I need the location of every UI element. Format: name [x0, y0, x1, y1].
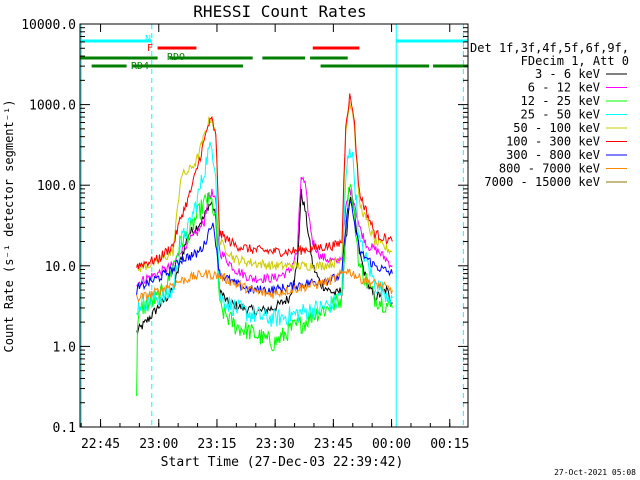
legend-label-2: 12 - 25 keV — [521, 94, 600, 108]
vertical-marker-lines — [80, 24, 464, 427]
chart-title: RHESSI Count Rates — [193, 2, 366, 21]
series-layer — [136, 93, 393, 397]
flag-bars — [80, 39, 468, 68]
x-axis-ticks: 22:45 23:00 23:15 23:30 23:45 00:00 00:15 — [80, 24, 469, 452]
series-line-12-25-kev — [136, 183, 393, 397]
legend-header-1: Det 1f,3f,4f,5f,6f,9f, — [470, 41, 629, 55]
series-line-25-50-kev — [136, 141, 393, 328]
y-tick-label-5: 10000.0 — [21, 18, 76, 33]
legend-label-3: 25 - 50 keV — [521, 108, 600, 122]
y-axis-label: Count Rate (s⁻¹ detector segment⁻¹) — [2, 100, 16, 353]
legend-header-2: FDecim 1, Att 0 — [521, 54, 629, 68]
legend-label-7: 800 - 7000 keV — [499, 162, 600, 176]
series-line-800-7000-kev — [136, 268, 393, 303]
x-tick-label-1: 23:00 — [139, 437, 178, 452]
y-tick-label-2: 10.0 — [45, 260, 76, 275]
y-tick-label-3: 100.0 — [37, 179, 76, 194]
x-tick-label-5: 00:00 — [372, 437, 411, 452]
plot-frame — [79, 23, 469, 428]
legend-label-5: 100 - 300 keV — [506, 135, 600, 149]
y-tick-label-1: 1.0 — [53, 340, 76, 355]
legend-label-8: 7000 - 15000 keV — [484, 175, 600, 189]
legend: Det 1f,3f,4f,5f,6f,9f, FDecim 1, Att 0 3… — [470, 41, 629, 189]
x-tick-label-0: 22:45 — [81, 437, 120, 452]
legend-label-0: 3 - 6 keV — [535, 67, 600, 81]
legend-label-6: 300 - 800 keV — [506, 148, 600, 162]
x-axis-label: Start Time (27-Dec-03 22:39:42) — [161, 455, 404, 470]
attenuator-label-f: F — [147, 43, 153, 54]
series-line-100-300-kev — [136, 93, 393, 269]
render-timestamp: 27-Oct-2021 05:08 — [554, 468, 636, 477]
y-axis-ticks: 0.1 1.0 10.0 100.0 1000.0 10000.0 — [21, 18, 468, 436]
flag-label-rd4: RD4 — [131, 61, 149, 72]
flag-label-rdo: RDO — [167, 52, 185, 63]
x-tick-label-6: 00:15 — [430, 437, 469, 452]
y-tick-label-0: 0.1 — [53, 421, 76, 436]
y-tick-label-4: 1000.0 — [29, 99, 76, 114]
attenuator-label-n: N — [145, 34, 151, 45]
x-tick-label-4: 23:45 — [314, 437, 353, 452]
x-tick-label-3: 23:30 — [256, 437, 295, 452]
series-line-50-100-kev — [136, 101, 393, 273]
legend-label-4: 50 - 100 keV — [513, 121, 600, 135]
series-line-300-800-kev — [136, 200, 393, 295]
x-tick-label-2: 23:15 — [197, 437, 236, 452]
legend-label-1: 6 - 12 keV — [528, 81, 600, 95]
